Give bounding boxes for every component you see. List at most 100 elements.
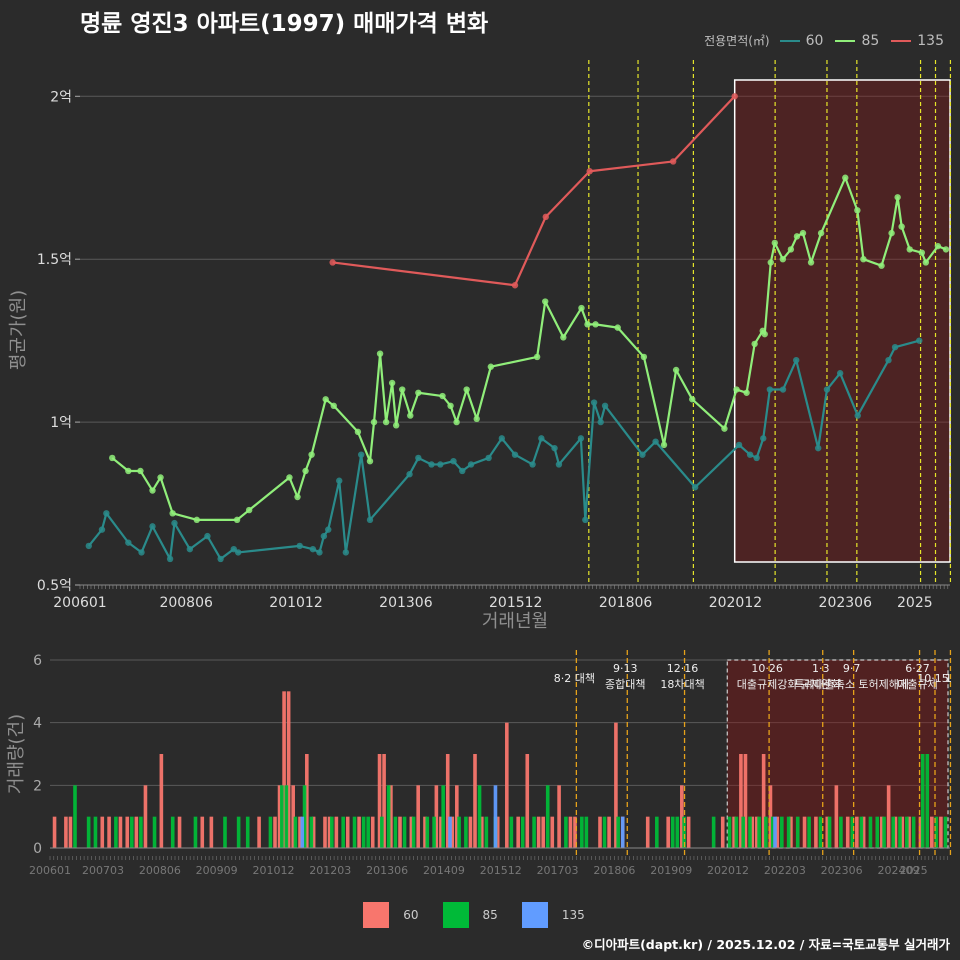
volume-bar-85 — [682, 816, 686, 848]
price-point-85 — [614, 324, 621, 331]
price-point-60 — [485, 454, 492, 462]
volume-bar-85 — [411, 816, 416, 848]
price-point-85 — [447, 402, 454, 410]
volume-legend-label-85: 85 — [482, 908, 498, 922]
volume-bar-60 — [557, 785, 561, 848]
legend-label-85: 85 — [861, 32, 880, 49]
volume-bar-85 — [280, 785, 284, 848]
price-point-60 — [309, 545, 317, 553]
volume-bar-60 — [893, 816, 898, 848]
volume-bar-60 — [100, 816, 105, 848]
volume-x-tick-label: 200909 — [196, 864, 238, 877]
price-point-85 — [934, 242, 942, 250]
price-point-60 — [652, 438, 659, 445]
volume-bar-85 — [827, 816, 832, 848]
price-point-85 — [751, 340, 758, 348]
price-point-60 — [885, 356, 892, 364]
price-point-85 — [817, 229, 825, 237]
price-point-85 — [542, 298, 549, 305]
price-point-85 — [439, 392, 446, 400]
price-point-85 — [779, 255, 787, 263]
volume-bar-85 — [380, 816, 384, 848]
volume-bar-85 — [670, 816, 675, 848]
price-point-135 — [511, 282, 519, 289]
price-point-85 — [388, 379, 396, 387]
price-point-60 — [166, 555, 174, 563]
policy-label: 10·26 — [751, 662, 783, 675]
policy-label: 종합대책 — [605, 678, 645, 691]
volume-bar-85 — [770, 816, 775, 848]
price-point-60 — [891, 343, 899, 351]
price-point-85 — [560, 334, 567, 341]
legend-swatch-60 — [779, 39, 800, 42]
volume-x-tick-label: 201306 — [366, 864, 408, 877]
price-point-60 — [590, 399, 598, 406]
price-point-85 — [245, 506, 253, 514]
price-point-85 — [689, 396, 696, 403]
price-point-60 — [551, 444, 558, 452]
volume-bar-60 — [834, 785, 839, 848]
volume-bar-60 — [159, 754, 164, 848]
volume-bar-85 — [330, 816, 334, 848]
price-point-60 — [538, 435, 545, 442]
volume-bar-85 — [616, 816, 620, 848]
policy-label: 6·27 — [905, 662, 930, 675]
price-point-85 — [771, 239, 778, 247]
volume-bar-60 — [455, 785, 459, 848]
volume-bar-85 — [748, 816, 752, 848]
volume-x-tick-label: 201512 — [480, 864, 522, 877]
legend-swatch-85 — [835, 39, 856, 42]
volume-bar-85 — [464, 816, 468, 848]
price-point-85 — [399, 386, 406, 393]
price-point-135 — [731, 93, 738, 100]
price-point-85 — [660, 441, 668, 449]
legend-item-85: 85 — [835, 33, 879, 49]
volume-bar-85 — [859, 816, 864, 848]
price-point-60 — [639, 451, 646, 458]
volume-bar-60 — [52, 816, 57, 848]
volume-bar-60 — [334, 816, 339, 848]
volume-bar-60 — [434, 785, 439, 848]
volume-bar-85 — [920, 754, 925, 848]
volume-bar-85 — [114, 816, 118, 848]
price-point-85 — [787, 246, 795, 253]
volume-x-tick-label: 202306 — [821, 864, 863, 877]
volume-x-tick-label: 202203 — [764, 864, 806, 877]
volume-bar-60 — [200, 816, 205, 848]
volume-bar-60 — [930, 816, 934, 848]
volume-bar-60 — [298, 816, 302, 848]
price-point-60 — [582, 516, 589, 524]
volume-bar-60 — [473, 754, 477, 848]
price-point-60 — [760, 435, 767, 442]
price-point-85 — [453, 418, 460, 426]
volume-bar-85 — [711, 816, 716, 848]
volume-bar-85 — [882, 816, 886, 848]
price-point-85 — [842, 174, 849, 181]
volume-bar-60 — [739, 754, 743, 848]
volume-bar-85 — [764, 816, 768, 848]
price-y-tick-label: 0.5억 — [37, 578, 72, 594]
price-point-60 — [823, 386, 831, 393]
volume-bar-60 — [209, 816, 214, 848]
volume-bar-60 — [525, 754, 530, 848]
volume-bar-60 — [541, 816, 545, 848]
volume-bar-60 — [743, 754, 748, 848]
volume-bar-85 — [130, 816, 134, 848]
price-point-60 — [735, 441, 743, 449]
volume-bar-60 — [573, 816, 577, 848]
price-point-60 — [366, 516, 374, 524]
volume-bar-85 — [943, 816, 948, 848]
price-point-85 — [473, 415, 480, 423]
price-point-85 — [157, 474, 164, 481]
price-point-85 — [302, 467, 309, 475]
price-point-85 — [922, 259, 930, 266]
policy-label: 1 — [945, 672, 952, 685]
price-point-85 — [733, 386, 740, 393]
price-y-axis-label: 평균가(원) — [8, 290, 29, 370]
volume-bar-60 — [311, 816, 316, 848]
volume-bar-85 — [139, 816, 143, 848]
credit-text: ©디아파트(dapt.kr) / 2025.12.02 / 자료=국토교통부 실… — [581, 937, 950, 952]
volume-bar-60 — [814, 816, 818, 848]
price-point-85 — [672, 366, 680, 374]
volume-bar-60 — [134, 816, 139, 848]
